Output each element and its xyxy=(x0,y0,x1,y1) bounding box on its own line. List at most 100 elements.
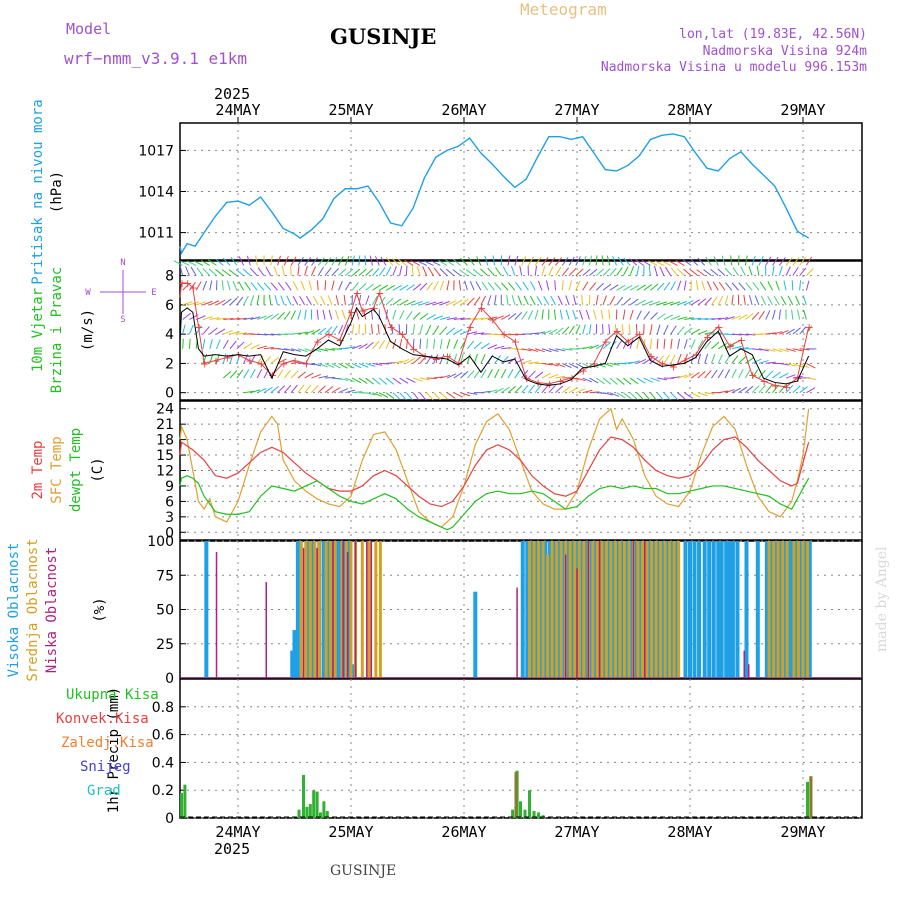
wind-arrow xyxy=(791,280,794,291)
wind-arrow xyxy=(270,282,278,291)
wind-arrow xyxy=(697,392,708,397)
wind-arrow xyxy=(242,268,251,277)
wind-arrow xyxy=(481,281,489,291)
wind-arrow xyxy=(453,299,463,306)
wind-arrow xyxy=(704,297,713,306)
wind-arrow xyxy=(595,283,604,291)
wind-arrow xyxy=(270,385,279,394)
wind-arrow xyxy=(440,316,451,321)
wind-arrow xyxy=(629,266,635,276)
cloud-bar-mid xyxy=(636,541,640,678)
wind-arrow xyxy=(543,295,550,306)
wind-arrow xyxy=(399,299,409,306)
wind-arrow xyxy=(799,256,806,266)
wind-arrow xyxy=(372,392,382,397)
wind-arrow xyxy=(243,295,249,306)
gust-line xyxy=(179,282,810,388)
wind-arrow xyxy=(765,384,773,393)
wind-arrow xyxy=(250,389,261,394)
wind-arrow xyxy=(228,269,238,277)
wind-arrow xyxy=(582,281,589,291)
wind-arrow xyxy=(636,284,646,291)
year-bottom: 2025 xyxy=(214,840,250,858)
wind-arrow xyxy=(392,392,401,400)
wind-arrow xyxy=(372,295,378,306)
wind-arrow xyxy=(738,333,749,336)
wind-arrow xyxy=(459,269,468,277)
wind-arrow xyxy=(341,309,346,320)
wind-arrow xyxy=(731,355,739,364)
wind-arrow xyxy=(555,362,566,368)
wind-arrow xyxy=(589,362,599,369)
pressure-axis-label: (hPa) xyxy=(49,171,65,213)
wind-arrow xyxy=(643,300,654,306)
compass-w: W xyxy=(85,288,91,298)
wind-arrow xyxy=(601,255,604,266)
wind-arrow xyxy=(711,296,718,306)
wind-arrow xyxy=(670,281,676,291)
wind-arrow xyxy=(521,384,529,394)
cloud-axis-label: Visoka Oblacnost xyxy=(6,543,22,678)
wind-arrow xyxy=(202,268,211,276)
wind-arrow xyxy=(467,317,478,321)
wind-arrow xyxy=(534,256,542,266)
wind-arrow xyxy=(573,295,577,306)
precip-legend-item: Zaledj.Kisa xyxy=(61,735,154,751)
wind-arrow xyxy=(511,295,516,306)
wind-arrow xyxy=(704,392,715,395)
wind-arrow xyxy=(541,309,544,320)
wind-arrow xyxy=(223,298,232,306)
wind-arrow xyxy=(290,348,301,352)
cloud-bar-mid xyxy=(568,541,572,678)
wind-arrow xyxy=(643,392,651,401)
precip-legend-item: Grad xyxy=(87,783,121,799)
wind-arrow xyxy=(656,392,664,401)
wind-arrow xyxy=(582,345,593,350)
gust-marker: + xyxy=(658,357,667,370)
wind-arrow xyxy=(270,255,273,266)
wind-arrow xyxy=(433,267,441,276)
gust-marker: + xyxy=(669,360,678,373)
wind-arrow xyxy=(562,348,573,351)
cloud-bar-low xyxy=(576,568,578,678)
wind-arrow xyxy=(758,360,769,364)
wind-arrow xyxy=(431,260,441,266)
wind-arrow xyxy=(311,362,322,367)
gust-marker: + xyxy=(703,331,712,344)
cloud-bar-mid xyxy=(641,541,645,678)
y-tick-label: 25 xyxy=(156,637,174,653)
wind-arrow xyxy=(372,362,383,366)
wind-arrow xyxy=(535,348,545,353)
wind-arrow xyxy=(412,338,415,349)
cloud-bar-high xyxy=(724,541,729,678)
wind-arrow xyxy=(528,384,536,393)
wind-arrow xyxy=(588,255,593,266)
wind-arrow xyxy=(684,327,693,335)
wind-arrow xyxy=(582,324,586,335)
wind-arrow xyxy=(424,260,434,266)
wind-arrow xyxy=(229,331,240,335)
wind-arrow xyxy=(308,280,312,291)
gust-marker: + xyxy=(178,277,187,290)
wind-arrow xyxy=(663,354,670,364)
wind-arrow xyxy=(779,372,789,379)
wind-arrow xyxy=(304,257,312,266)
wind-arrow xyxy=(453,317,464,321)
wind-arrow xyxy=(514,369,521,379)
wind-arrow xyxy=(344,255,350,266)
wind-arrow xyxy=(668,260,678,266)
wind-arrow xyxy=(541,257,549,266)
wind-arrow xyxy=(311,328,321,335)
wind-arrow xyxy=(391,258,400,266)
wind-arrow xyxy=(629,309,634,320)
wind-arrow xyxy=(541,384,549,394)
wind-arrow xyxy=(622,309,626,320)
wind-arrow xyxy=(575,268,584,276)
wind-arrow xyxy=(568,387,578,394)
wind-arrow xyxy=(554,280,557,291)
wind-arrow xyxy=(480,268,489,276)
wind-arrow xyxy=(238,281,245,291)
wind-arrow xyxy=(351,362,362,369)
cloud-bar-mid xyxy=(317,541,321,678)
wind-arrow xyxy=(582,389,593,394)
